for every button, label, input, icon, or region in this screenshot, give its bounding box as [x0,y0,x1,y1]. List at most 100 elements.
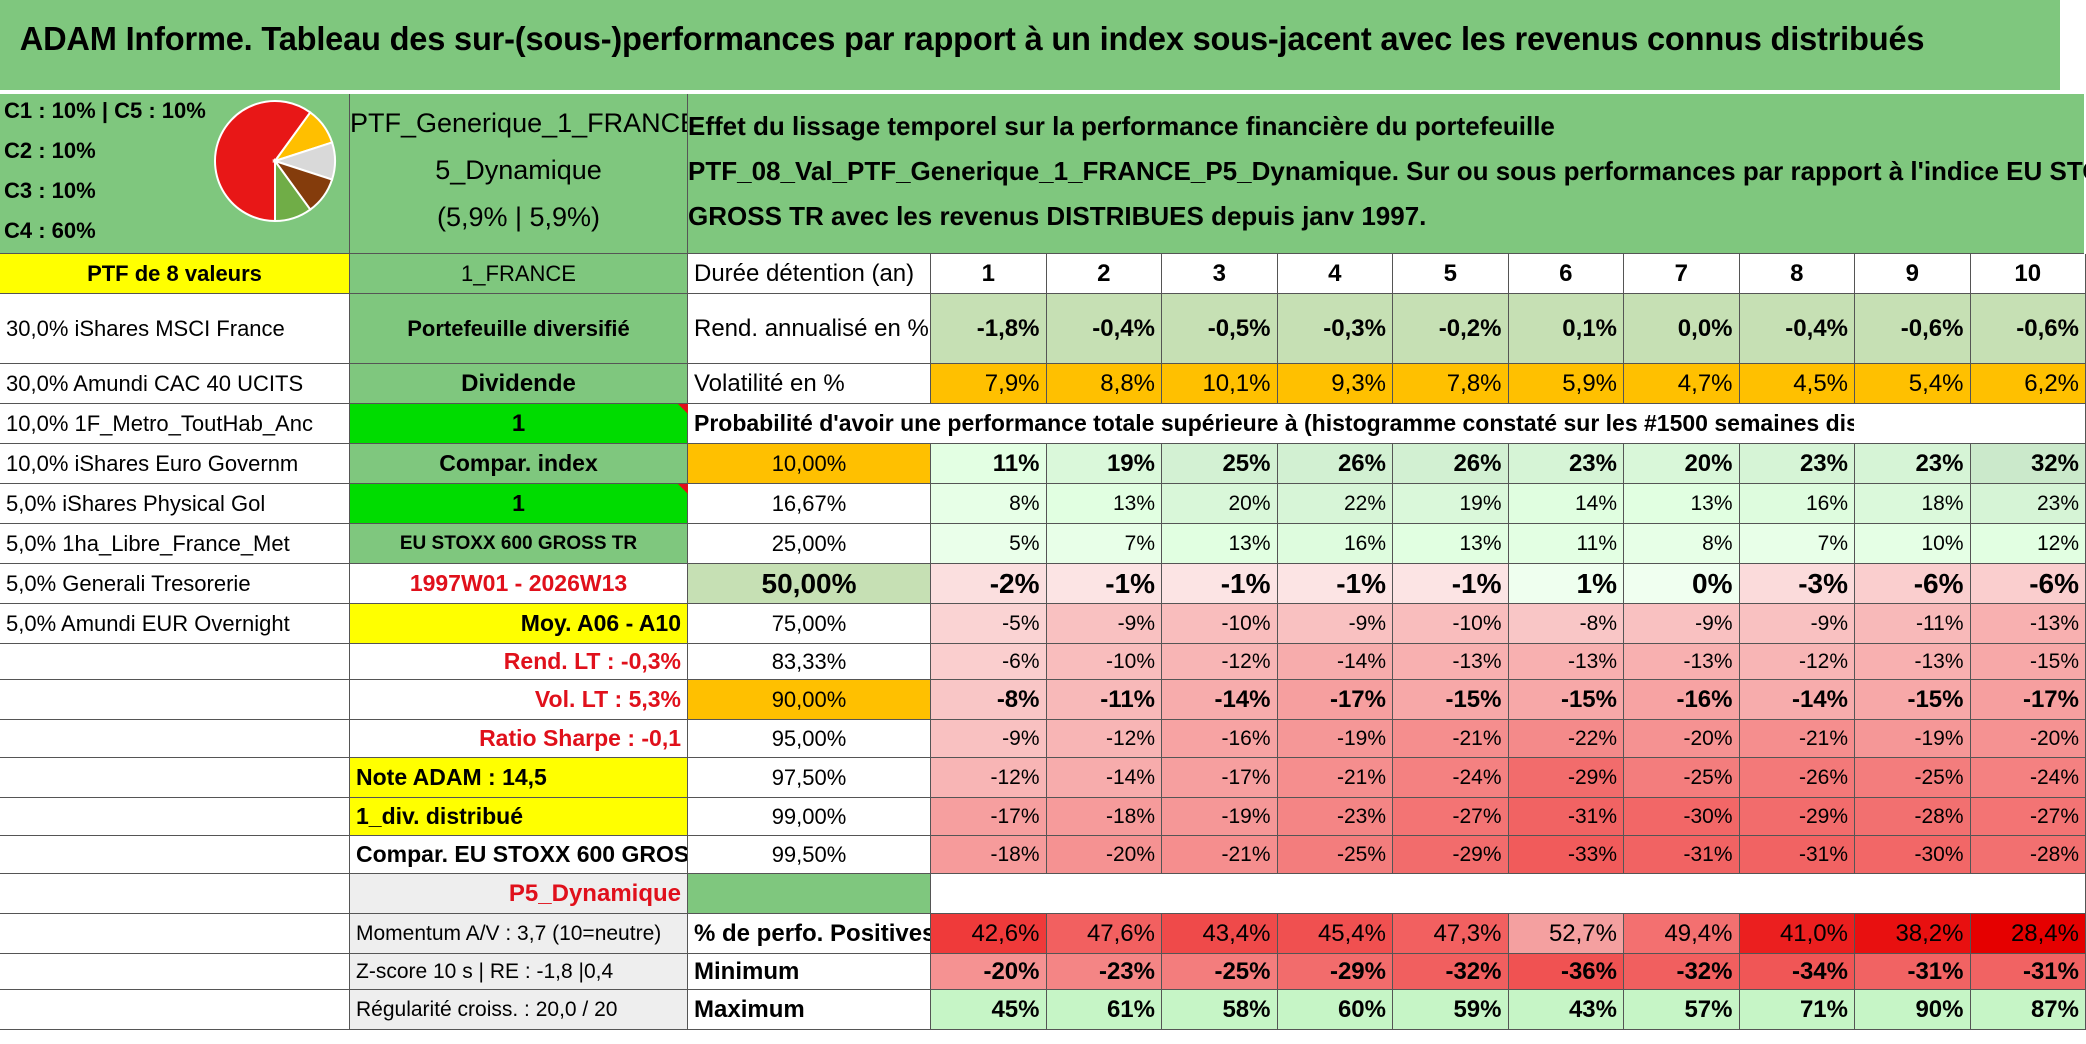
quantile-value: 16% [1739,484,1855,524]
quantile-value: -12% [1162,644,1278,680]
rend-value: 0,0% [1624,294,1740,364]
quantile-value: -9% [1739,604,1855,644]
quantile-label: 83,33% [688,644,931,680]
quantile-value: -15% [1970,644,2086,680]
quantile-value: -11% [1855,604,1971,644]
maximum-value: 61% [1046,990,1162,1030]
quantile-value: -20% [1624,720,1740,758]
quantile-value: -13% [1970,604,2086,644]
quantile-value: 12% [1970,524,2086,564]
vol-value: 9,3% [1277,364,1393,404]
rend-value: -1,8% [931,294,1047,364]
minimum-value: -23% [1046,954,1162,990]
quantile-value: 16% [1277,524,1393,564]
empty-cell [931,874,2086,914]
quantile-value: 11% [1508,524,1624,564]
quantile-value: 13% [1393,524,1509,564]
quantile-value: -25% [1855,758,1971,798]
vol-value: 6,2% [1970,364,2086,404]
minimum-value: -34% [1739,954,1855,990]
quantile-value: -6% [1855,564,1971,604]
minimum-value: -36% [1508,954,1624,990]
empty-cell [0,680,350,720]
allocation-pie-chart [214,100,336,223]
year-header: 9 [1855,254,1971,294]
positive-value: 42,6% [931,914,1047,954]
quantile-value: -2% [931,564,1047,604]
quantile-value: 5% [931,524,1047,564]
minimum-value: -31% [1855,954,1971,990]
quantile-value: -21% [1162,836,1278,874]
quantile-value: -9% [1046,604,1162,644]
positive-value: 49,4% [1624,914,1740,954]
quantile-value: -13% [1855,644,1971,680]
zscore-label: Z-score 10 s | RE : -1,8 |0,4 [350,954,688,990]
portfolio-name: PTF_Generique_1_FRANCE_P 5_Dynamique (5,… [350,94,688,254]
rend-value: -0,5% [1162,294,1278,364]
minimum-value: -25% [1162,954,1278,990]
quantile-value: -10% [1046,644,1162,680]
quantile-label: 99,00% [688,798,931,836]
quantile-value: 22% [1277,484,1393,524]
quantile-value: 13% [1046,484,1162,524]
quantile-value: -17% [931,798,1047,836]
indicator-label: 1_div. distribué [350,798,688,836]
quantile-value: -26% [1739,758,1855,798]
minimum-value: -32% [1393,954,1509,990]
quantile-value: -22% [1508,720,1624,758]
portfolio-count: PTF de 8 valeurs [0,254,350,294]
holding-row: 30,0% iShares MSCI France [0,294,350,364]
quantile-label: 90,00% [688,680,931,720]
quantile-value: -12% [1046,720,1162,758]
quantile-value: 0% [1624,564,1740,604]
empty-cell [0,644,350,680]
quantile-value: 1% [1508,564,1624,604]
positive-label: % de perfo. Positives [688,914,931,954]
indicator-label: Moy. A06 - A10 [350,604,688,644]
allocation-legend: C1 : 10% | C5 : 10% C2 : 10% C3 : 10% C4… [0,94,350,254]
quantile-value: 23% [1970,484,2086,524]
indicator-label: EU STOXX 600 GROSS TR [350,524,688,564]
rend-value: -0,6% [1855,294,1971,364]
quantile-value: 14% [1508,484,1624,524]
quantile-label: 95,00% [688,720,931,758]
quantile-value: 18% [1855,484,1971,524]
positive-value: 47,3% [1393,914,1509,954]
maximum-value: 71% [1739,990,1855,1030]
indicator-label: 1 [350,484,688,524]
minimum-value: -32% [1624,954,1740,990]
page-title: ADAM Informe. Tableau des sur-(sous-)per… [0,0,2060,90]
quantile-value: -24% [1970,758,2086,798]
indicator-label: 1997W01 - 2026W13 [350,564,688,604]
vol-value: 4,7% [1624,364,1740,404]
quantile-value: 10% [1855,524,1971,564]
maximum-value: 90% [1855,990,1971,1030]
holding-row: 5,0% 1ha_Libre_France_Met [0,524,350,564]
quantile-value: -10% [1162,604,1278,644]
holding-row: 5,0% iShares Physical Gol [0,484,350,524]
quantile-value: -21% [1393,720,1509,758]
empty-cell [0,914,350,954]
maximum-value: 60% [1277,990,1393,1030]
quantile-value: -14% [1162,680,1278,720]
year-header: 5 [1393,254,1509,294]
quantile-value: 32% [1970,444,2086,484]
empty-cell [1854,404,2086,444]
positive-value: 38,2% [1855,914,1971,954]
quantile-value: 20% [1624,444,1740,484]
quantile-value: -31% [1508,798,1624,836]
comment-marker [678,404,688,414]
positive-value: 43,4% [1162,914,1278,954]
quantile-value: -10% [1393,604,1509,644]
comment-marker [678,484,688,494]
vol-value: 5,9% [1508,364,1624,404]
quantile-value: -33% [1508,836,1624,874]
year-header: 3 [1162,254,1278,294]
quantile-value: -29% [1508,758,1624,798]
pie-slice-c4 [214,100,312,223]
quantile-value: -6% [931,644,1047,680]
table-description: Effet du lissage temporel sur la perform… [688,94,2086,254]
quantile-value: -6% [1970,564,2086,604]
country-label: 1_FRANCE [350,254,688,294]
maximum-label: Maximum [688,990,931,1030]
